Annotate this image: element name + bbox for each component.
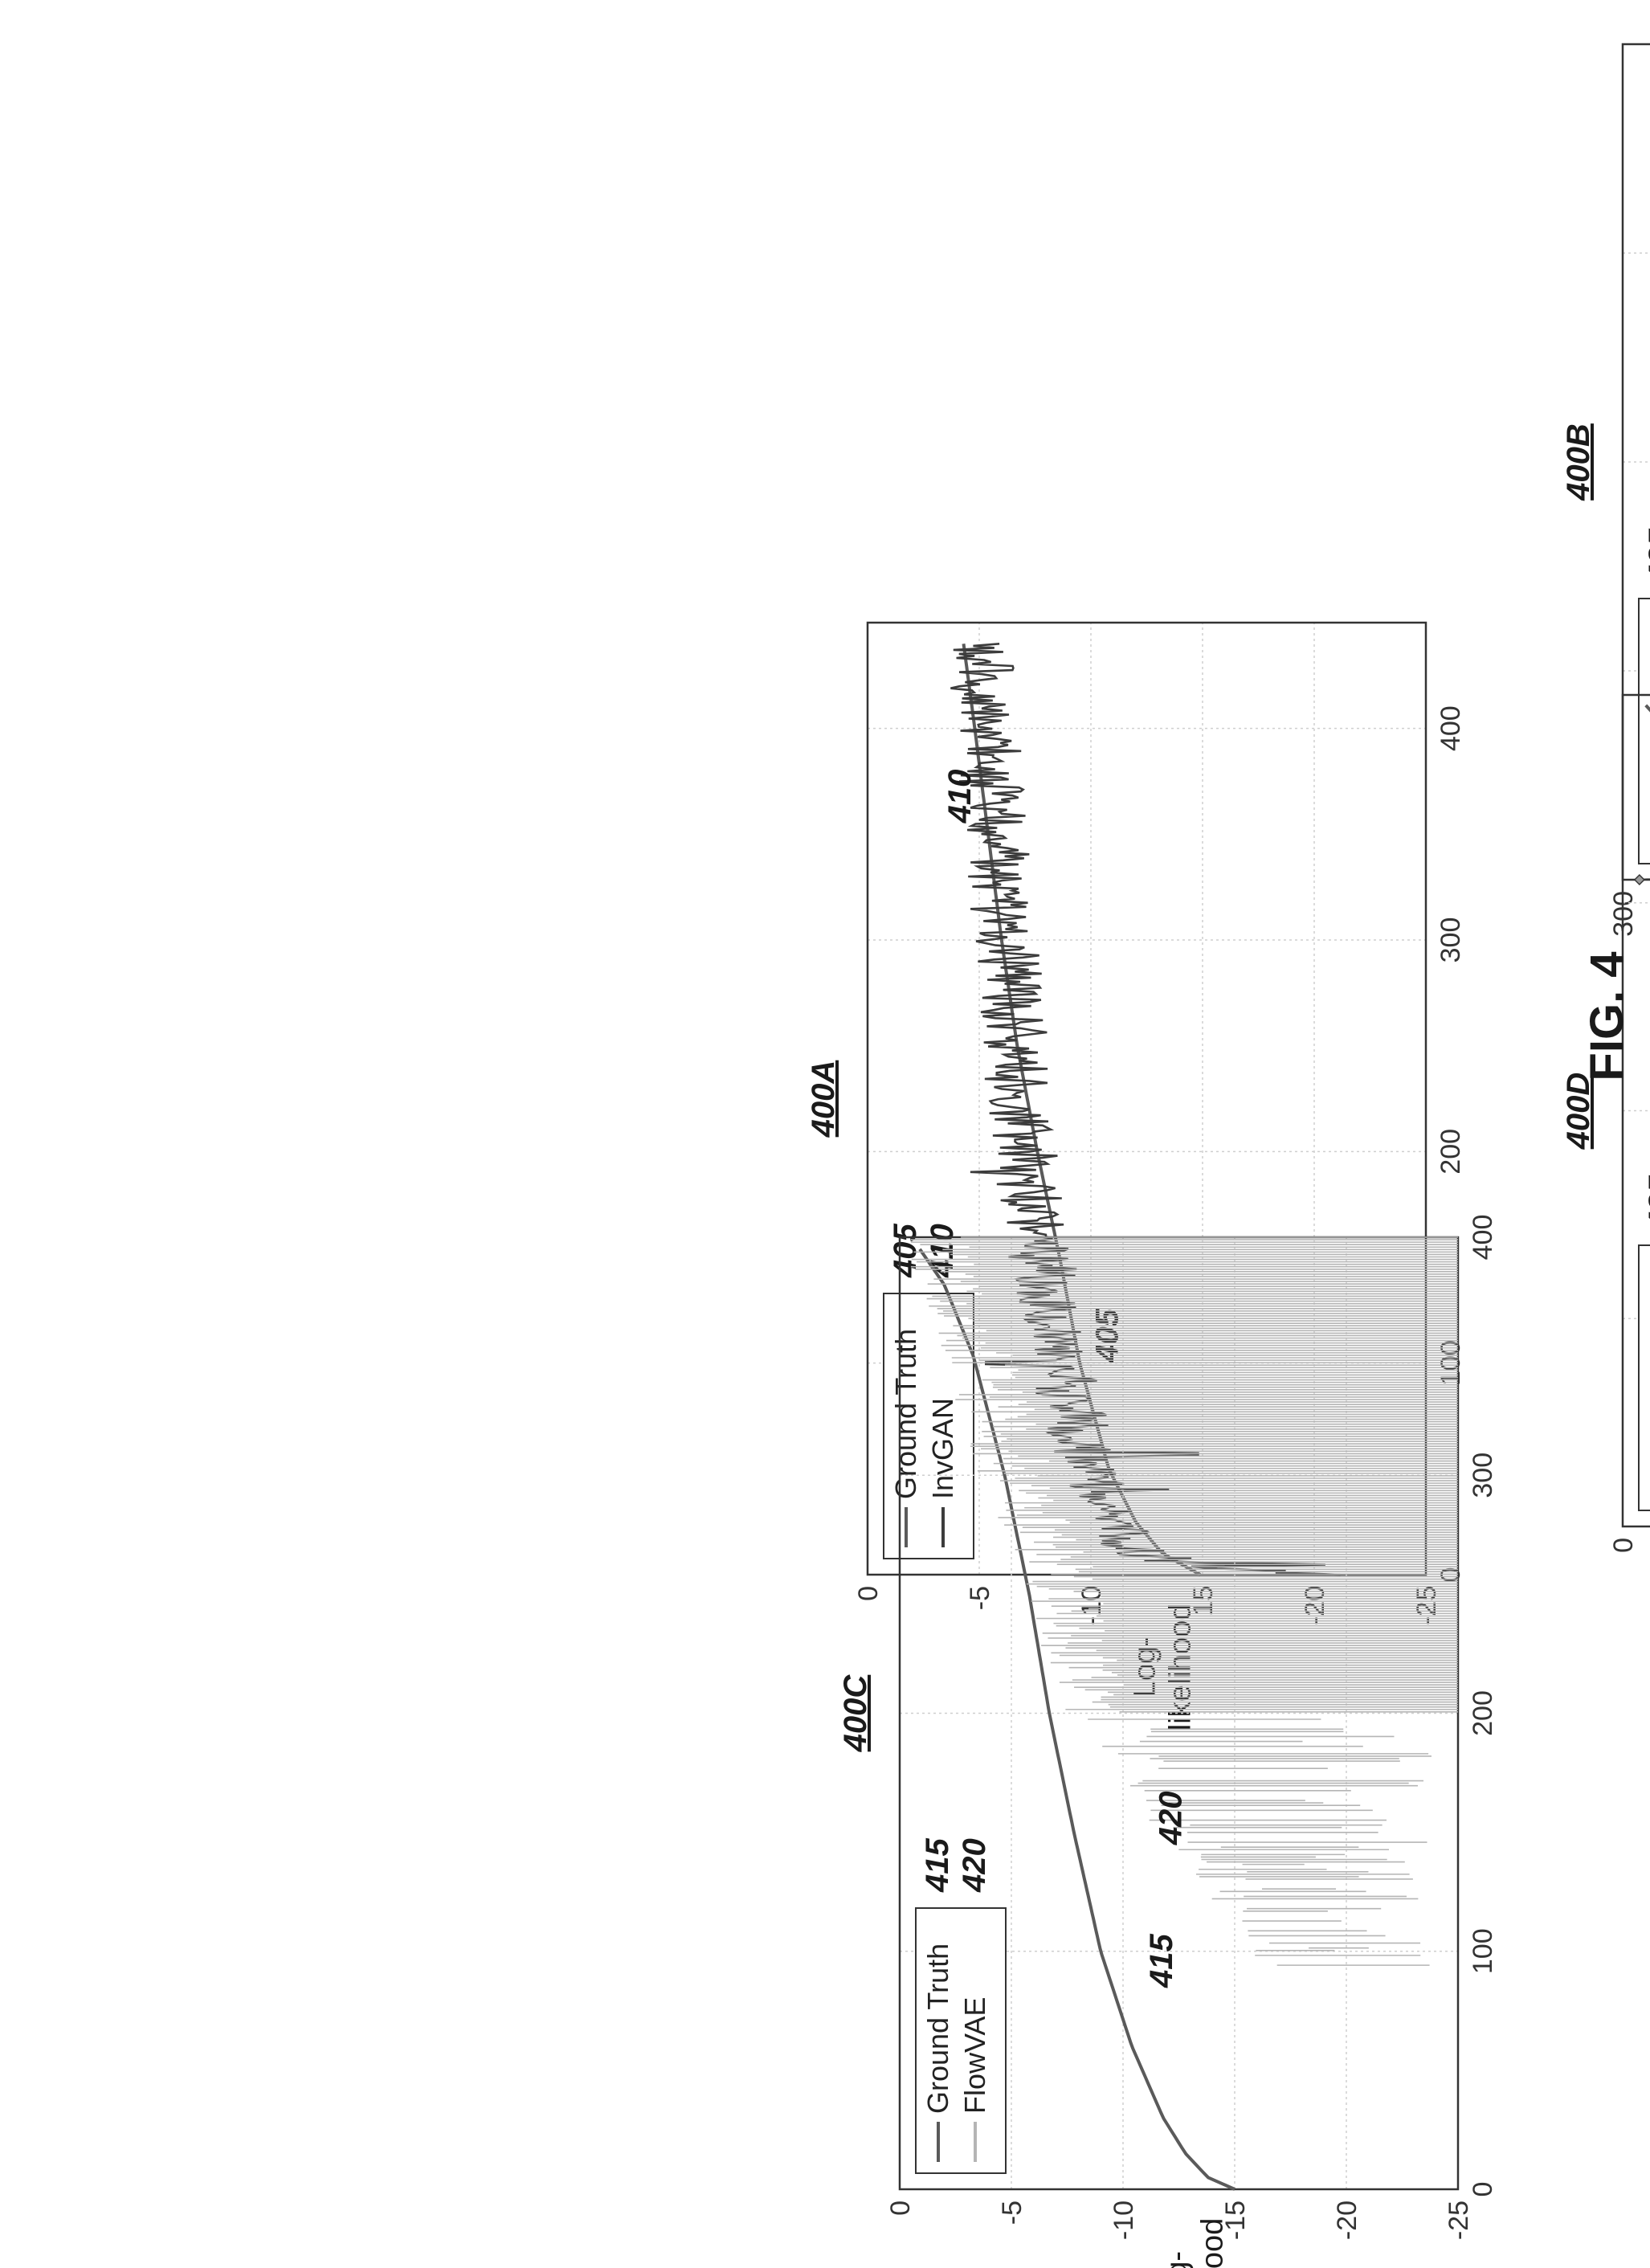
data-point [1633,874,1645,885]
legend-box [883,1293,974,1559]
x-tick-label: 400 [1468,1215,1498,1261]
callout-label: 415 [1144,1934,1179,1988]
legend-label: FlowVAE [958,1997,991,2114]
y-tick-label: -20 [1332,2201,1362,2240]
legend-box [1638,1244,1650,1511]
y-axis-label: likelihood [1196,2218,1230,2268]
x-tick-label: 200 [1468,1690,1498,1736]
chart-title: 400A [806,1060,841,1138]
chart-panel-400c: 0 100 200 300 400 0 -5 -10 -15 -20 -25 400C Log-like… [838,1215,1498,2268]
x-tick-label: 100 [1468,1928,1498,1974]
series-invgan-loss-markers [1633,874,1645,885]
y-tick-label: 0 [1608,1538,1639,1553]
chart-panel-400d: 01002003004000-5-10-15-20-25400DLog-like… [1561,693,1650,1553]
y-axis-label: Log- [1161,2251,1195,2268]
legend: InvGAN loss 435 [1638,529,1650,864]
chart-title: 400D [1561,1073,1596,1150]
legend-ref: 435 [1643,529,1650,583]
y-tick-label: 0 [853,1586,884,1601]
x-tick-label: 400 [1436,705,1466,751]
figure-label: FIG. 4 [1581,951,1633,1081]
x-tick-label: 0 [1468,2182,1498,2197]
plot-frame [1621,43,1650,881]
legend-ref: 420 [957,1838,992,1893]
x-tick-label: 200 [1436,1129,1466,1175]
legend-box [915,1907,1007,2174]
y-tick-label: -5 [997,2201,1027,2225]
y-tick-label: 0 [885,2201,916,2216]
y-tick-label: -25 [1444,2201,1474,2240]
legend-label: Ground Truth [921,1943,954,2114]
legend-ref: 410 [925,1224,960,1278]
callout-label: 410 [942,770,978,824]
y-tick-label: -15 [1220,2201,1251,2240]
legend: Ground Truth 405 InvGAN 410 [883,1224,974,1559]
legend-ref: 415 [920,1838,955,1893]
legend-box [1638,598,1650,864]
y-tick-label: -10 [1109,2201,1139,2240]
legend-label: InvGAN [926,1398,959,1499]
plot-frame [1621,693,1650,1528]
callout-label: 420 [1153,1792,1188,1846]
series-flowvae-bars [910,1236,1458,1966]
y-tick-label: -5 [965,1586,995,1610]
legend: Ground Truth 415 FlowVAE 420 [915,1838,1007,2174]
legend-label: Ground Truth [1644,1281,1650,1451]
series-ground-truth-line [962,644,1202,1576]
legend-label: Ground Truth [889,1329,922,1499]
legend-ref: 425 [1643,1175,1650,1230]
x-tick-label: 300 [1436,917,1466,963]
chart-panel-400b: 0500100015002000300250200150100500400BLh… [1561,43,1650,937]
series-invgan-line [950,643,1341,1576]
series-ground-truth-line [918,1248,1235,2191]
legend: Ground Truth425FlowGAN430 [1638,1175,1650,1511]
legend-label: InvGAN loss [1644,644,1650,804]
x-tick-label: 300 [1468,1453,1498,1498]
chart-title: 400B [1561,423,1596,501]
legend-ref: 405 [888,1224,923,1278]
chart-title: 400C [838,1674,873,1753]
